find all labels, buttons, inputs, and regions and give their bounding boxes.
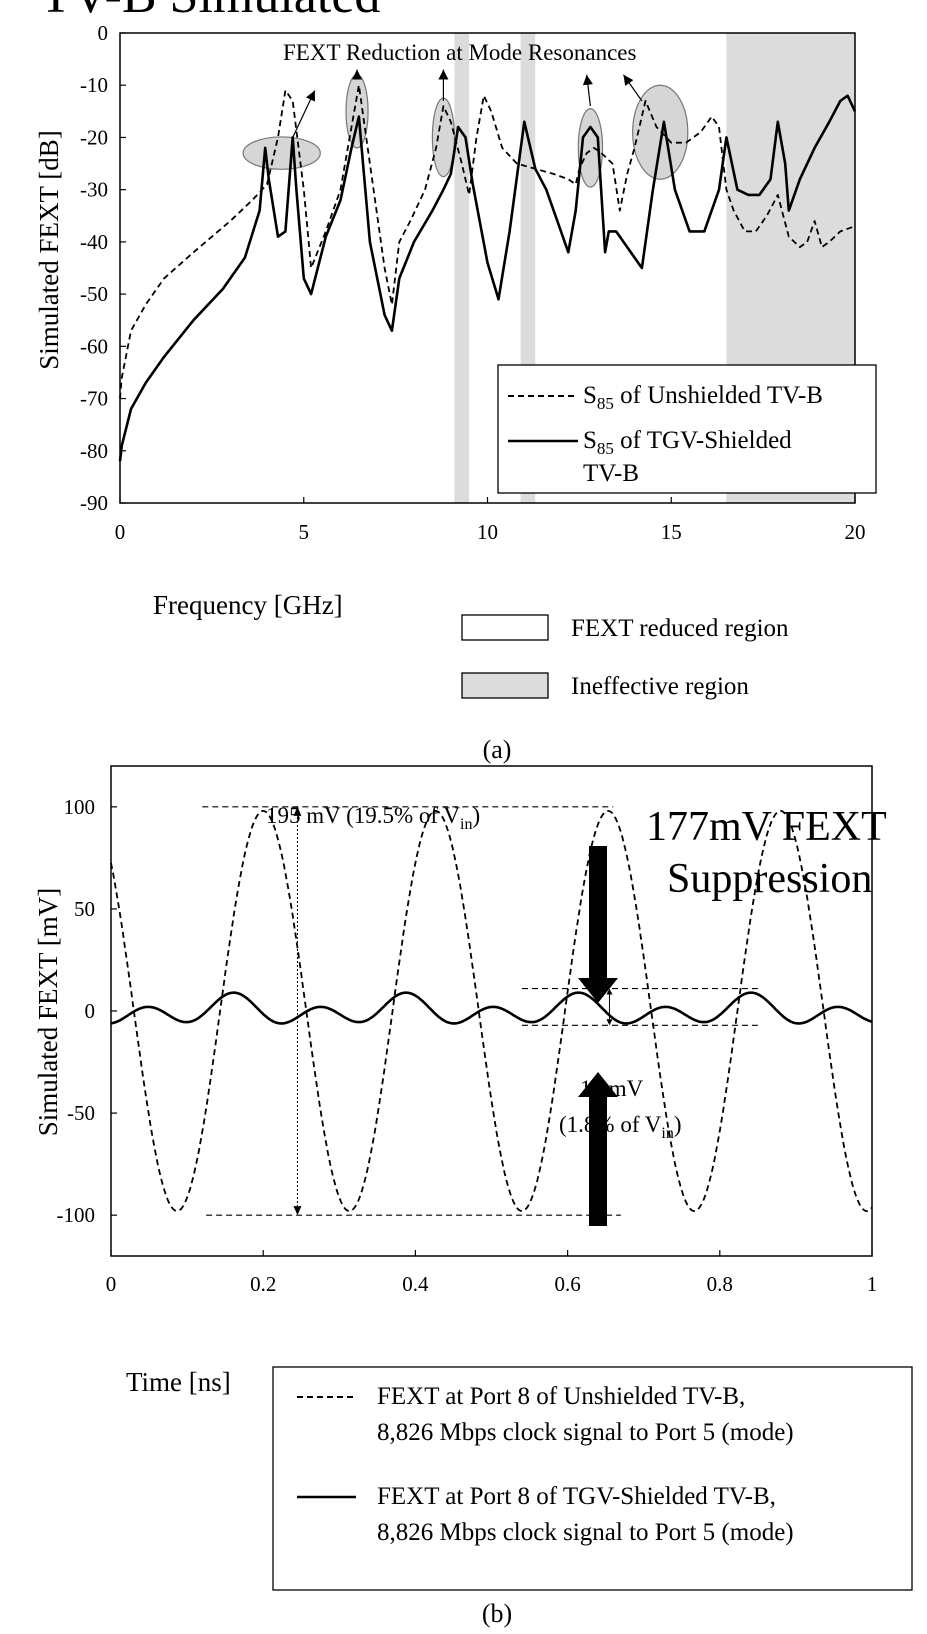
legend-box-a bbox=[497, 364, 877, 494]
annotation-arrowhead-0 bbox=[306, 90, 316, 102]
x-tick-label-a-2: 10 bbox=[477, 520, 498, 544]
legend-label-shielded: S85 of TGV-Shielded bbox=[583, 427, 792, 458]
x-tick-label-a-1: 5 bbox=[299, 520, 310, 544]
series-line-a-1 bbox=[118, 94, 857, 462]
y-tick-label-b-2: 0 bbox=[85, 999, 96, 1023]
x-axis-label-b: Time [ns] bbox=[126, 1367, 231, 1397]
arrow-up-icon bbox=[578, 1072, 618, 1226]
legend-label-unshielded: S85 of Unshielded TV-B bbox=[583, 382, 823, 413]
panel-caption-b: (b) bbox=[482, 1599, 512, 1628]
y-tick-label-a-2: -20 bbox=[80, 125, 108, 149]
x-axis-ticks-b: 0 0.2 0.4 0.6 0.8 1 bbox=[106, 1250, 878, 1296]
region-swatch-reduced bbox=[461, 614, 549, 641]
x-tick-label-b-0: 0 bbox=[106, 1272, 117, 1296]
annotation-suppression-line1: 177mV FEXT bbox=[646, 804, 887, 850]
y-tick-label-a-5: -50 bbox=[80, 282, 108, 306]
y-tick-label-b-4: -100 bbox=[57, 1203, 96, 1227]
x-tick-label-b-1: 0.2 bbox=[250, 1272, 276, 1296]
x-tick-label-a-0: 0 bbox=[115, 520, 126, 544]
panel-caption-a: (a) bbox=[483, 735, 512, 764]
y-tick-label-a-6: -60 bbox=[80, 334, 108, 358]
x-axis-ticks-a: 0 5 10 15 20 bbox=[115, 497, 866, 544]
legend-label-unshielded-b: FEXT at Port 8 of Unshielded TV-B, bbox=[377, 1383, 745, 1410]
resonance-ellipse-3 bbox=[577, 108, 604, 188]
legend-label-shielded-line2: TV-B bbox=[583, 460, 639, 487]
region-label-ineffective: Ineffective region bbox=[571, 673, 749, 700]
figure-heading: TV-B Simulated bbox=[40, 0, 380, 24]
y-tick-label-a-0: 0 bbox=[98, 21, 109, 45]
x-tick-label-b-5: 1 bbox=[867, 1272, 878, 1296]
x-tick-label-a-4: 20 bbox=[845, 520, 866, 544]
y-axis-label-a: Simulated FEXT [dB] bbox=[34, 130, 64, 370]
x-tick-label-b-4: 0.8 bbox=[707, 1272, 733, 1296]
arrow-down-icon bbox=[578, 846, 618, 1003]
x-axis-label-a: Frequency [GHz] bbox=[153, 590, 343, 620]
region-swatch-ineffective bbox=[461, 672, 549, 699]
series-lines-b bbox=[110, 809, 873, 1213]
y-tick-label-b-3: -50 bbox=[67, 1101, 95, 1125]
annotation-arrowhead-4 bbox=[623, 74, 634, 86]
ref-arrowhead-large-down bbox=[293, 1206, 302, 1216]
annotation-suppression-line2: Suppression bbox=[667, 856, 872, 902]
annotation-arrowhead-2 bbox=[438, 69, 449, 80]
chart-a: 0 -10 -20 -30 -40 -50 -60 -70 -80 -90 0 5 10 15 20 FE… bbox=[34, 21, 877, 764]
legend-label-shielded-b-line2: 8,826 Mbps clock signal to Port 5 (mode) bbox=[377, 1519, 794, 1546]
resonance-ellipses bbox=[242, 74, 689, 188]
resonance-ellipse-0 bbox=[242, 136, 321, 170]
x-tick-label-b-3: 0.6 bbox=[554, 1272, 580, 1296]
y-tick-label-a-3: -30 bbox=[80, 178, 108, 202]
annotation-arrows bbox=[292, 69, 643, 138]
ref-arrowhead-small-up bbox=[606, 988, 613, 995]
y-tick-label-a-1: -10 bbox=[80, 73, 108, 97]
series-line-b-1 bbox=[110, 991, 873, 1025]
y-axis-ticks-b: 100 50 0 -50 -100 bbox=[57, 795, 117, 1227]
legend-b: FEXT at Port 8 of Unshielded TV-B, 8,826… bbox=[272, 1366, 913, 1591]
legend-a: S85 of Unshielded TV-B S85 of TGV-Shield… bbox=[497, 364, 877, 494]
series-line-a-0 bbox=[119, 84, 856, 399]
y-tick-label-b-0: 100 bbox=[64, 795, 96, 819]
series-lines-a bbox=[118, 84, 857, 462]
y-tick-label-a-7: -70 bbox=[80, 387, 108, 411]
region-label-reduced: FEXT reduced region bbox=[571, 615, 789, 642]
annotation-arrowhead-3 bbox=[582, 74, 593, 86]
x-tick-label-a-3: 15 bbox=[661, 520, 682, 544]
y-axis-ticks-a: 0 -10 -20 -30 -40 -50 -60 -70 -80 -90 bbox=[80, 21, 126, 515]
annotation-18mv-percent: (1.8% of Vin) bbox=[559, 1112, 682, 1142]
y-tick-label-a-8: -80 bbox=[80, 439, 108, 463]
annotation-fext-reduction: FEXT Reduction at Mode Resonances bbox=[283, 40, 637, 65]
legend-box-b bbox=[272, 1366, 913, 1591]
y-tick-label-b-1: 50 bbox=[74, 897, 95, 921]
ref-arrowhead-small-down bbox=[606, 1019, 613, 1026]
y-axis-label-b: Simulated FEXT [mV] bbox=[33, 888, 63, 1136]
y-tick-label-a-9: -90 bbox=[80, 491, 108, 515]
region-legend: FEXT reduced region Ineffective region bbox=[461, 614, 789, 700]
x-tick-label-b-2: 0.4 bbox=[402, 1272, 429, 1296]
y-tick-label-a-4: -40 bbox=[80, 230, 108, 254]
ref-arrowhead-large-up bbox=[293, 806, 302, 816]
ineffective-region-0 bbox=[454, 33, 470, 503]
annotation-195mv: 195 mV (19.5% of Vin) bbox=[266, 803, 480, 833]
chart-b: 100 50 0 -50 -100 0 0.2 0.4 0.6 0.8 1 195 mV (19.… bbox=[33, 765, 913, 1628]
legend-label-unshielded-b-line2: 8,826 Mbps clock signal to Port 5 (mode) bbox=[377, 1419, 794, 1446]
legend-label-shielded-b: FEXT at Port 8 of TGV-Shielded TV-B, bbox=[377, 1483, 776, 1510]
annotation-arrowhead-1 bbox=[352, 69, 363, 80]
